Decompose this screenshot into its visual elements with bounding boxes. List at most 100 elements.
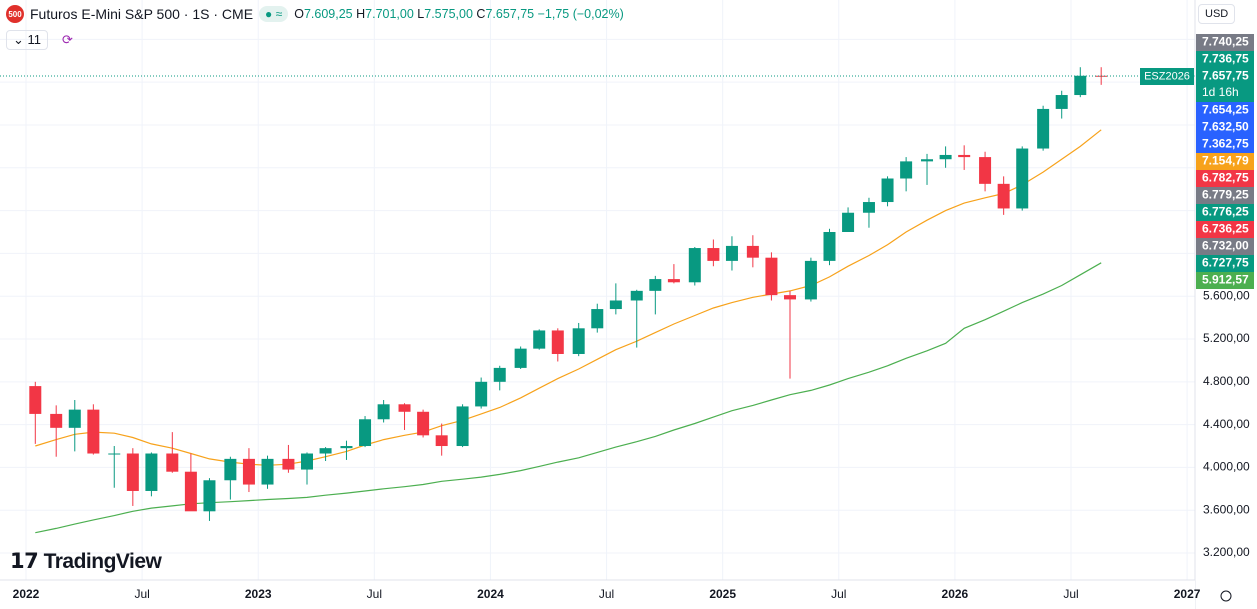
price-badge-label: 6.732,00 [1202, 239, 1249, 253]
candle-body [707, 248, 720, 261]
price-badge [1196, 119, 1254, 136]
ohlc-key: H [356, 7, 366, 21]
candle-body [340, 446, 353, 449]
brand-logo[interactable]: 𝟭𝟳 TradingView [10, 550, 162, 573]
y-tick-label: 4.000,00 [1203, 460, 1250, 474]
y-tick-label: 5.600,00 [1203, 288, 1250, 302]
price-badge-label: 7.740,25 [1202, 35, 1249, 49]
countdown: 1d 16h [1202, 85, 1239, 99]
settings-icon[interactable] [1220, 590, 1232, 602]
candle-body [68, 409, 81, 428]
ohlc: O7.609,25 H7.701,00 L7.575,00 C7.657,75 … [294, 7, 624, 21]
y-tick-label: 3.600,00 [1203, 502, 1250, 516]
candle-body [145, 453, 158, 491]
symbol-title[interactable]: Futuros E-Mini S&P 500 · 1S · CME [30, 6, 254, 22]
candle-body [630, 290, 643, 301]
ohlc-value: 7.575,00 [424, 7, 473, 21]
indicators-toggle[interactable]: ⌄ 11 [6, 30, 49, 50]
candle-body [958, 154, 971, 158]
x-tick-label: Jul [367, 587, 382, 601]
candle-body [842, 212, 855, 232]
candle-body [87, 409, 100, 454]
y-tick-label: 3.200,00 [1203, 545, 1250, 559]
candle-body [126, 453, 139, 491]
time-scale-bg [0, 580, 1195, 609]
x-tick-label: 2024 [477, 587, 504, 601]
candle-body [398, 404, 411, 412]
price-badge-label: 6.779,25 [1202, 188, 1249, 202]
status-pill[interactable]: ● ≈ [259, 6, 289, 22]
candle-body [725, 245, 738, 261]
candle-body [456, 406, 469, 447]
refresh-icon[interactable]: ⟳ [62, 32, 73, 47]
ohlc-key: L [417, 7, 425, 21]
symbol-icon: 500 [6, 5, 24, 23]
legend-header: 500 Futuros E-Mini S&P 500 · 1S · CME ● … [6, 5, 624, 23]
candle-body [939, 154, 952, 160]
candle-body [514, 348, 527, 368]
x-tick-label: Jul [599, 587, 614, 601]
price-badge [1196, 255, 1254, 272]
candle-body [900, 161, 913, 179]
price-badge [1196, 102, 1254, 119]
price-badge-label: 6.736,25 [1202, 222, 1249, 236]
x-tick-label: Jul [134, 587, 149, 601]
candle-body [166, 453, 179, 472]
candle-body [881, 178, 894, 203]
candle-body [300, 453, 313, 470]
candle-body [667, 279, 680, 283]
y-tick-label: 4.400,00 [1203, 417, 1250, 431]
candle-body [609, 300, 622, 310]
brand-name: TradingView [43, 550, 162, 573]
price-badge [1196, 34, 1254, 51]
candle-body [765, 257, 778, 296]
candle-body [377, 404, 390, 420]
ohlc-key: C [476, 7, 486, 21]
candle-body [319, 448, 332, 454]
x-tick-label: 2025 [709, 587, 736, 601]
price-badge [1196, 204, 1254, 221]
ohlc-value: 7.701,00 [365, 7, 414, 21]
candle-body [979, 157, 992, 184]
candle-body [804, 260, 817, 300]
price-badge [1196, 187, 1254, 204]
y-tick-label: 5.200,00 [1203, 331, 1250, 345]
candle-body [184, 471, 197, 512]
candle-body [551, 330, 564, 354]
price-badge [1196, 221, 1254, 238]
indicators-row: ⌄ 11 ⟳ [6, 30, 73, 50]
change-pct: (−0,02%) [572, 7, 624, 21]
candle-body [203, 480, 216, 512]
y-tick-label: 4.800,00 [1203, 374, 1250, 388]
x-tick-label: Jul [1063, 587, 1078, 601]
candle-body [591, 309, 604, 329]
candle-body [688, 248, 701, 283]
ohlc-value: 7.609,25 [303, 7, 353, 21]
candle-body [417, 411, 430, 436]
change: −1,75 [537, 7, 570, 21]
price-badge [1196, 68, 1254, 102]
candle-body [475, 381, 488, 407]
price-badge [1196, 51, 1254, 68]
currency-button[interactable]: USD [1198, 4, 1236, 24]
candle-body [1016, 148, 1029, 209]
candle-body [108, 453, 121, 455]
candle-body [282, 458, 295, 470]
candle-body [1037, 108, 1050, 149]
candle-body [435, 435, 448, 447]
candle-body [746, 245, 759, 258]
candle-body [1055, 95, 1068, 109]
indicator-count: 11 [27, 32, 42, 47]
price-badge [1196, 136, 1254, 153]
candle-body [533, 330, 546, 349]
x-tick-label: 2023 [245, 587, 272, 601]
price-badge-label: 7.736,75 [1202, 52, 1249, 66]
candle-body [572, 328, 585, 354]
price-badge [1196, 272, 1254, 289]
candle-body [1074, 75, 1087, 96]
symbol-tag-label: ESZ2026 [1144, 70, 1190, 82]
x-tick-label: Jul [831, 587, 846, 601]
symbol-tag [1140, 68, 1194, 85]
